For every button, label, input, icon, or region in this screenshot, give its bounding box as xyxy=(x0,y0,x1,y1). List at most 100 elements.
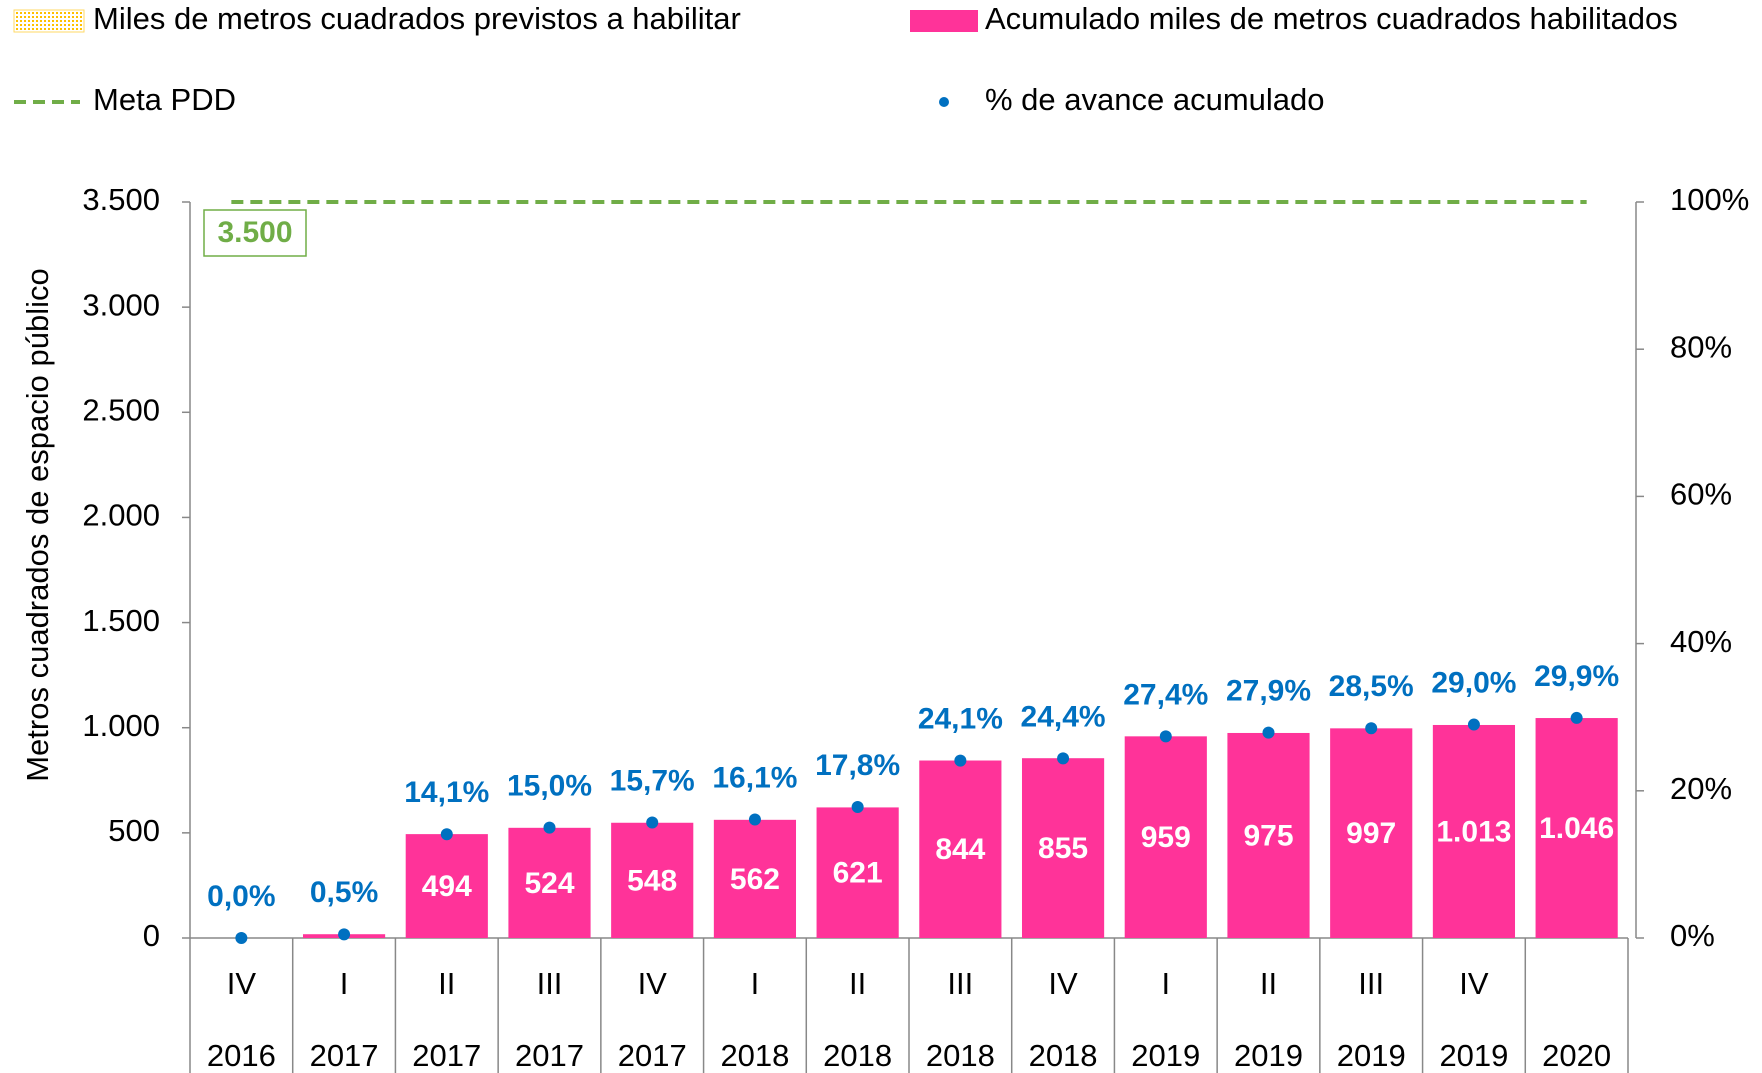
bar xyxy=(508,827,591,938)
point-value-label: 28,5% xyxy=(1329,670,1414,703)
y2-tick-label: 80% xyxy=(1670,329,1732,364)
x-year-label: 2019 xyxy=(1337,1038,1406,1073)
target-label-box xyxy=(203,209,307,257)
point xyxy=(440,828,453,841)
legend-swatch xyxy=(910,10,978,32)
bar xyxy=(611,822,694,938)
x-year-label: 2019 xyxy=(1131,1038,1200,1073)
y2-tick-label: 0% xyxy=(1670,918,1715,953)
x-tick-label: II xyxy=(438,966,455,1001)
x-tick-label: IV xyxy=(1459,966,1489,1001)
point xyxy=(851,800,864,813)
y-tick-label: 1.000 xyxy=(82,708,160,743)
x-year-label: 2018 xyxy=(1029,1038,1098,1073)
bar-value-label: 548 xyxy=(627,864,677,897)
legend-label: Miles de metros cuadrados previstos a ha… xyxy=(93,1,741,36)
x-tick-label: I xyxy=(751,966,760,1001)
x-tick-label: II xyxy=(1260,966,1277,1001)
bar xyxy=(1330,728,1413,938)
bar-value-label: 562 xyxy=(730,863,780,896)
y-tick-label: 3.500 xyxy=(82,182,160,217)
x-year-label: 2016 xyxy=(207,1038,276,1073)
point-value-label: 29,9% xyxy=(1534,660,1619,693)
y-tick-label: 2.000 xyxy=(82,498,160,533)
x-year-label: 2017 xyxy=(515,1038,584,1073)
x-tick-label: II xyxy=(849,966,866,1001)
x-year-label: 2017 xyxy=(310,1038,379,1073)
x-tick-label: III xyxy=(537,966,563,1001)
bar-value-label: 844 xyxy=(935,833,985,866)
point-value-label: 15,7% xyxy=(610,764,695,797)
y-tick-label: 500 xyxy=(108,813,160,848)
y2-tick-label: 40% xyxy=(1670,624,1732,659)
bar-value-label: 621 xyxy=(833,857,883,890)
bar-value-label: 1.013 xyxy=(1436,815,1511,848)
bar-value-label: 975 xyxy=(1243,819,1293,852)
legend-label: % de avance acumulado xyxy=(985,82,1325,117)
y-tick-label: 3.000 xyxy=(82,287,160,322)
point-value-label: 14,1% xyxy=(404,776,489,809)
bar xyxy=(1432,724,1516,938)
point-value-label: 15,0% xyxy=(507,770,592,803)
point xyxy=(1467,718,1480,731)
point xyxy=(646,816,659,829)
point xyxy=(1262,726,1275,739)
bar xyxy=(713,819,797,938)
x-year-label: 2017 xyxy=(618,1038,687,1073)
legend-swatch xyxy=(13,9,85,33)
x-tick-label: I xyxy=(1161,966,1170,1001)
point xyxy=(1057,752,1070,765)
x-tick-label: IV xyxy=(1048,966,1078,1001)
point-value-label: 27,9% xyxy=(1226,675,1311,708)
point xyxy=(1570,711,1583,724)
point xyxy=(338,928,351,941)
point xyxy=(235,932,248,944)
point-value-label: 24,4% xyxy=(1021,700,1106,733)
x-year-label: 2018 xyxy=(720,1038,789,1073)
x-tick-label: III xyxy=(1358,966,1384,1001)
bar xyxy=(1021,758,1105,938)
x-year-label: 2017 xyxy=(412,1038,481,1073)
y-tick-label: 1.500 xyxy=(82,603,160,638)
y2-tick-label: 100% xyxy=(1670,182,1749,217)
y2-tick-label: 60% xyxy=(1670,477,1732,512)
point-value-label: 27,4% xyxy=(1123,678,1208,711)
bar xyxy=(1227,732,1310,938)
y-tick-label: 2.500 xyxy=(82,392,160,427)
point xyxy=(1159,730,1172,743)
x-tick-label: I xyxy=(340,966,349,1001)
bar xyxy=(1124,736,1207,938)
legend-label: Acumulado miles de metros cuadrados habi… xyxy=(985,1,1678,36)
bar-value-label: 494 xyxy=(422,870,472,903)
bar-value-label: 855 xyxy=(1038,832,1088,865)
x-year-label: 2019 xyxy=(1439,1038,1508,1073)
bar-value-label: 959 xyxy=(1141,821,1191,854)
point-value-label: 24,1% xyxy=(918,703,1003,736)
x-year-label: 2018 xyxy=(926,1038,995,1073)
point-value-label: 16,1% xyxy=(712,761,797,794)
bar xyxy=(919,760,1002,938)
x-tick-label: III xyxy=(947,966,973,1001)
legend-swatch xyxy=(939,97,949,107)
bar-value-label: 524 xyxy=(524,867,574,900)
x-year-label: 2018 xyxy=(823,1038,892,1073)
y2-tick-label: 20% xyxy=(1670,771,1732,806)
y-tick-label: 0 xyxy=(143,918,160,953)
y-axis-label: Metros cuadrados de espacio público xyxy=(20,268,55,782)
point xyxy=(543,821,556,834)
legend-label: Meta PDD xyxy=(93,82,236,117)
point xyxy=(748,813,761,826)
target-label: 3.500 xyxy=(217,216,292,249)
x-tick-label: IV xyxy=(638,966,668,1001)
point-value-label: 0,0% xyxy=(207,880,275,913)
x-year-label: 2019 xyxy=(1234,1038,1303,1073)
point xyxy=(954,754,967,767)
bar-value-label: 997 xyxy=(1346,817,1396,850)
x-year-label: 2020 xyxy=(1542,1038,1611,1073)
point-value-label: 0,5% xyxy=(310,876,378,909)
bar xyxy=(816,807,899,938)
x-tick-label: IV xyxy=(227,966,257,1001)
bar-value-label: 1.046 xyxy=(1539,812,1614,845)
point xyxy=(1365,722,1378,735)
